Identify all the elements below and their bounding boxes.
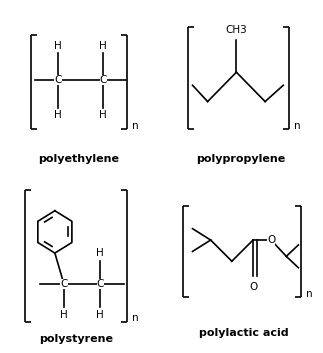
Text: H: H [96, 310, 104, 320]
Text: n: n [132, 313, 139, 323]
Text: H: H [54, 41, 62, 51]
Text: H: H [96, 248, 104, 258]
Text: polypropylene: polypropylene [196, 154, 286, 163]
Text: polystyrene: polystyrene [39, 334, 113, 345]
Text: polyethylene: polyethylene [38, 154, 120, 163]
Text: n: n [306, 289, 313, 299]
Text: O: O [249, 282, 257, 292]
Text: H: H [99, 109, 107, 120]
Text: CH3: CH3 [225, 25, 247, 35]
Text: H: H [99, 41, 107, 51]
Text: C: C [99, 76, 107, 85]
Text: H: H [54, 109, 62, 120]
Text: H: H [60, 310, 68, 320]
Text: C: C [60, 279, 68, 289]
Text: O: O [267, 235, 275, 245]
Text: C: C [54, 76, 62, 85]
Text: n: n [132, 121, 139, 131]
Text: n: n [294, 121, 300, 131]
Text: polylactic acid: polylactic acid [199, 328, 289, 338]
Text: C: C [97, 279, 104, 289]
